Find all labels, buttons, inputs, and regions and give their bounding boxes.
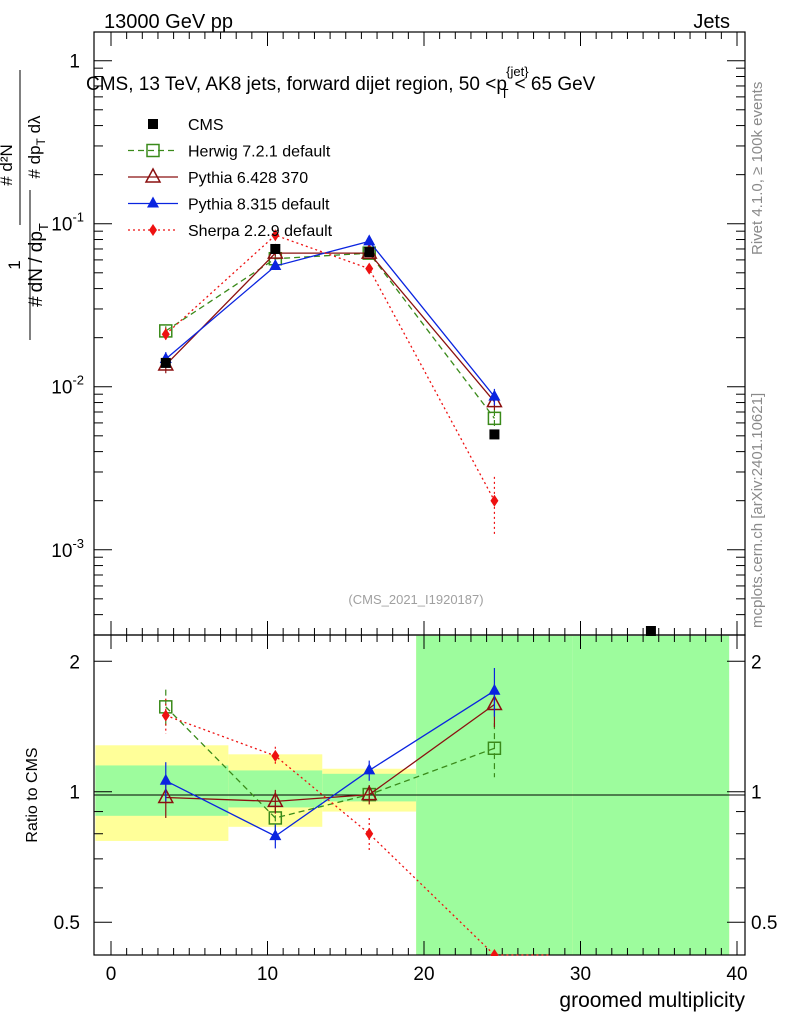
plot-title-text: CMS, 13 TeV, AK8 jets, forward dijet reg… [86, 74, 507, 95]
y-tick-label: 1 [69, 52, 80, 73]
svg-text:# dpT dλ: # dpT dλ [25, 115, 48, 179]
cms-point [270, 243, 281, 254]
plot-title: CMS, 13 TeV, AK8 jets, forward dijet reg… [86, 64, 596, 101]
y-tick-label: 10-1 [51, 210, 84, 236]
x-tick-label: 40 [726, 964, 747, 985]
ratio-series-line [165, 706, 495, 819]
series-line [165, 252, 495, 403]
data-marks [94, 229, 754, 964]
ratio-y-tick-label-right: 0.5 [751, 913, 777, 934]
ratio-data-point [271, 749, 280, 762]
legend-marker [147, 196, 159, 208]
x-tick-label: 0 [106, 964, 117, 985]
axis-ticks: 0 10 20 30 40 10-3 10-2 10-1 1 0.5 0.5 1 1 2 2 [51, 32, 777, 985]
x-tick-label: 10 [257, 964, 278, 985]
x-tick-label: 20 [413, 964, 434, 985]
data-point [487, 411, 502, 426]
data-point [365, 262, 374, 275]
legend-label: Pythia 6.428 370 [188, 170, 308, 187]
legend-label: Herwig 7.2.1 default [188, 144, 331, 161]
y-tick-label: 10-2 [51, 373, 84, 399]
cms-point [489, 429, 500, 440]
cms-point [160, 357, 171, 368]
legend: CMS Herwig 7.2.1 default Pythia 6.428 370 P… [128, 117, 333, 240]
x-tick-label: 30 [570, 964, 591, 985]
ratio-y-axis-label: Ratio to CMS [24, 747, 41, 842]
ratio-y-tick-label-left: 1 [69, 783, 80, 804]
ratio-data-point [269, 829, 282, 841]
legend-label: Pythia 8.315 default [188, 197, 330, 214]
series-line [165, 234, 495, 501]
ratio-data-point [488, 683, 501, 695]
stat-uncertainty-band [95, 765, 229, 816]
ratio-data-point [161, 709, 170, 722]
data-point [363, 234, 376, 246]
cms-point [645, 626, 656, 636]
ratio-data-point [363, 763, 376, 775]
series-line [165, 252, 495, 419]
header-left: 13000 GeV pp [104, 11, 233, 33]
svg-text:1: 1 [5, 260, 24, 269]
ratio-uncertainty-bands [95, 635, 730, 955]
data-point [271, 229, 280, 242]
ratio-series-line [165, 703, 495, 803]
analysis-label: (CMS_2021_I1920187) [348, 592, 483, 607]
ratio-y-tick-label-right: 2 [751, 652, 762, 673]
title-tail: < 65 GeV [515, 74, 596, 95]
title-subscript: T [501, 86, 509, 101]
ratio-data-point [365, 827, 374, 840]
ratio-data-point [267, 791, 284, 808]
ratio-series-line [165, 690, 495, 837]
data-point [490, 494, 499, 507]
mcplots-label: mcplots.cern.ch [arXiv:2401.10621] [749, 393, 766, 628]
legend-label: Sherpa 2.2.9 default [188, 223, 333, 240]
legend-marker [144, 167, 162, 183]
rivet-label: Rivet 4.1.0, ≥ 100k events [749, 82, 766, 255]
main-y-axis-label: #dN / dpT 1 # d²N # dpT dλ [0, 70, 51, 340]
clip-mask [94, 956, 754, 964]
ratio-data-point [360, 785, 378, 801]
ratio-y-tick-label-left: 0.5 [54, 913, 80, 934]
x-axis-label: groomed multiplicity [559, 989, 745, 1012]
data-point [161, 328, 170, 341]
y-tick-label: 10-3 [51, 536, 84, 562]
svg-text:# d²N: # d²N [0, 144, 16, 186]
ratio-data-point [159, 773, 172, 785]
ratio-y-tick-label-left: 2 [69, 652, 80, 673]
legend-marker [148, 119, 158, 129]
legend-marker [146, 143, 160, 158]
header-right: Jets [693, 11, 730, 33]
ratio-series-line [165, 714, 550, 956]
ratio-data-point [157, 787, 175, 804]
title-superscript: {jet} [506, 64, 529, 79]
data-point [488, 389, 501, 401]
series-line [165, 240, 495, 398]
ratio-data-point [487, 741, 502, 756]
data-point [269, 259, 282, 271]
legend-marker [149, 224, 157, 236]
cms-point [364, 247, 375, 258]
ratio-y-tick-label-right: 1 [751, 783, 762, 804]
legend-label: CMS [188, 117, 224, 134]
